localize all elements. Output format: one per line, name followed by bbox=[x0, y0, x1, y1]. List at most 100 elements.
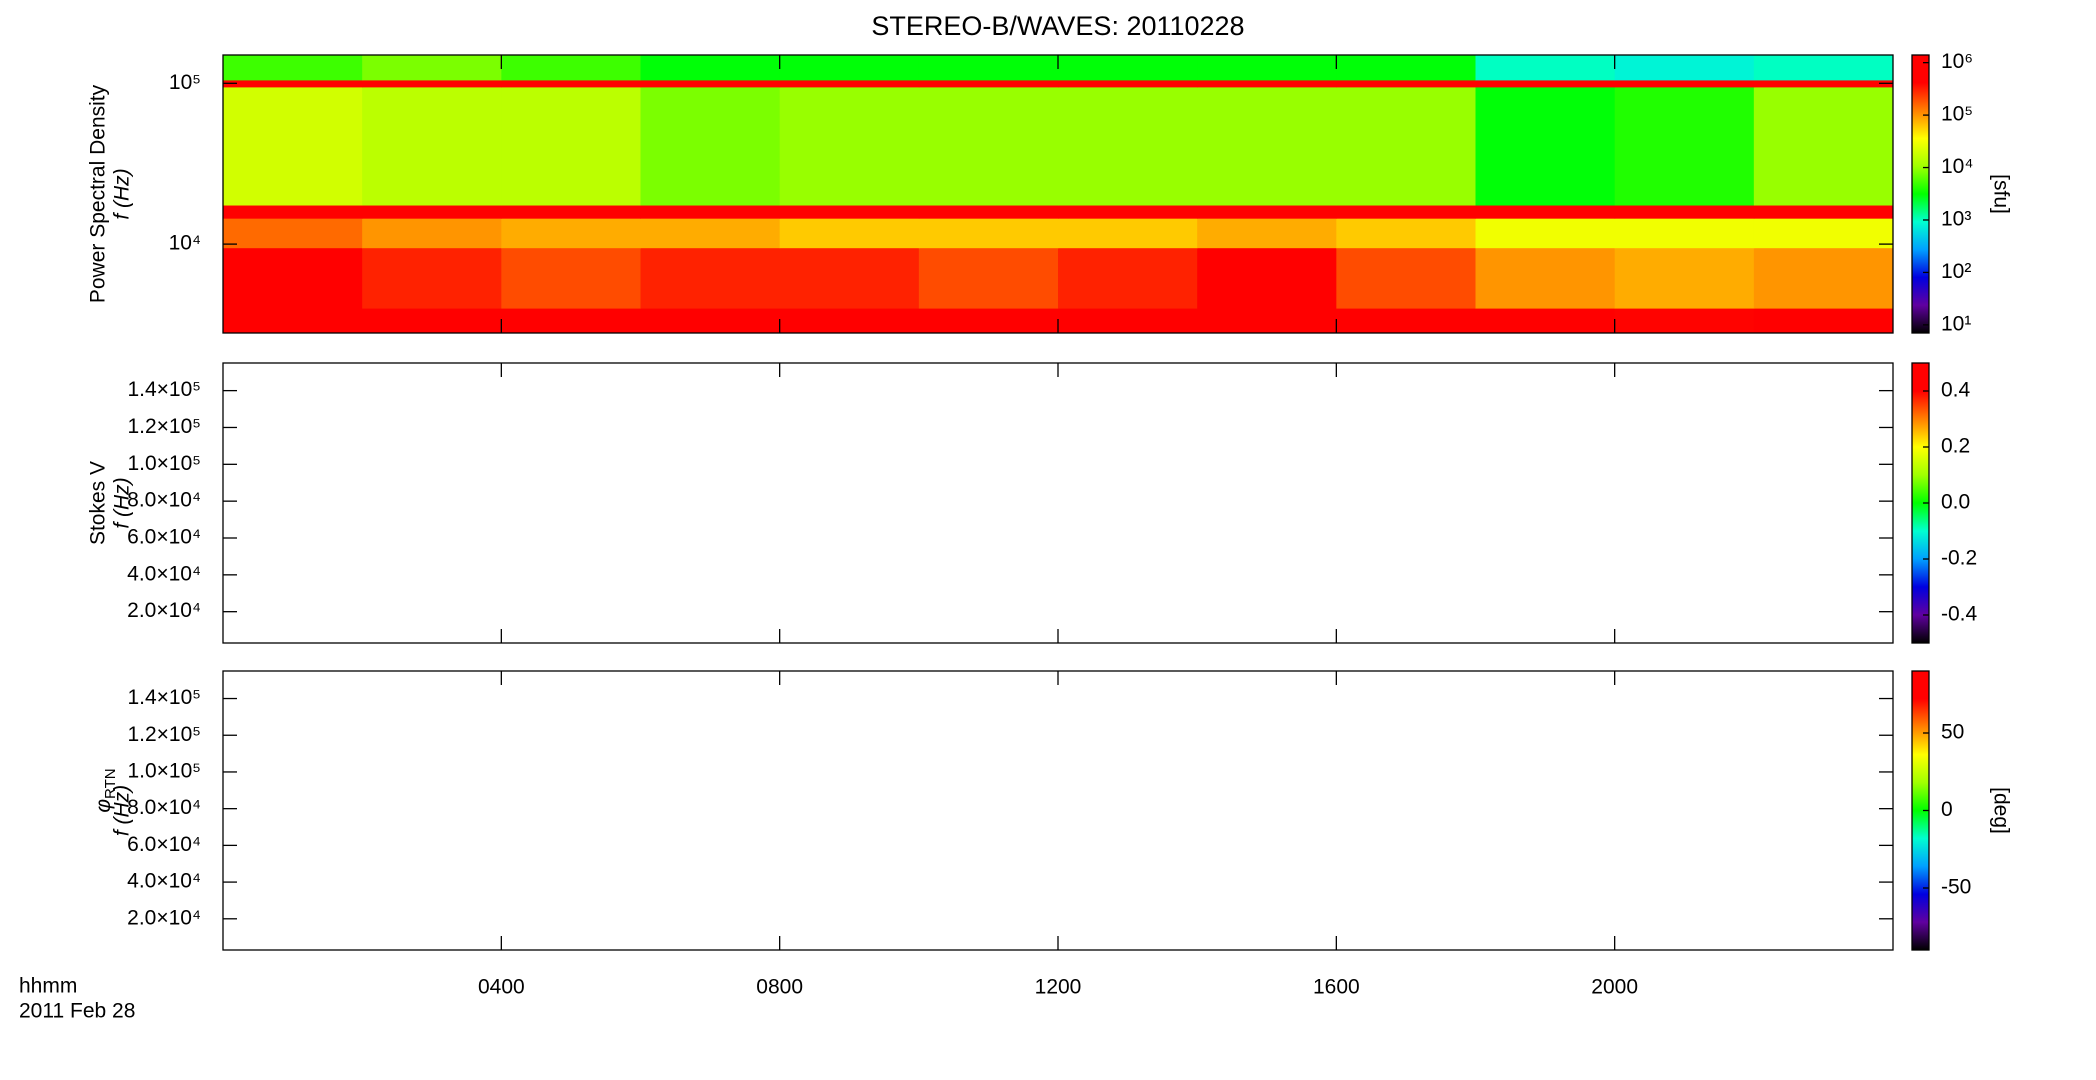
heatmap-cell bbox=[1058, 205, 1198, 219]
heatmap-cell bbox=[1058, 218, 1198, 249]
heatmap-cell bbox=[1197, 86, 1337, 206]
heatmap-cell bbox=[1197, 55, 1337, 81]
heatmap-cell bbox=[223, 308, 363, 334]
heatmap-cell bbox=[1197, 79, 1337, 88]
y-tick-label: 10⁵ bbox=[169, 71, 201, 94]
heatmap-cell bbox=[501, 55, 641, 81]
colorbar bbox=[1911, 54, 1930, 334]
heatmap-cell bbox=[1614, 308, 1755, 334]
colorbar-tick-label: 10³ bbox=[1941, 208, 1971, 231]
y-tick-label: 4.0×10⁴ bbox=[127, 562, 201, 585]
colorbar-tick-label: -0.2 bbox=[1941, 547, 1977, 570]
colorbar-tick-label: 10⁴ bbox=[1941, 155, 1973, 178]
heatmap-cell bbox=[501, 308, 641, 334]
heatmap-cell bbox=[640, 205, 781, 219]
colorbar-tick-label: 0 bbox=[1941, 798, 1953, 821]
heatmap-cell bbox=[362, 79, 502, 88]
heatmap-cell bbox=[1614, 205, 1755, 219]
y-tick-label: 6.0×10⁴ bbox=[127, 526, 201, 549]
x-axis-label: hhmm bbox=[19, 975, 77, 998]
heatmap-cell bbox=[362, 247, 502, 309]
colorbar-label: [deg] bbox=[1989, 787, 2012, 834]
heatmap-cell bbox=[501, 205, 641, 219]
heatmap-cell bbox=[918, 247, 1059, 309]
colorbar-tick-label: 10¹ bbox=[1941, 312, 1971, 335]
heatmap-cell bbox=[1753, 86, 1894, 206]
colorbar-label: [sfu] bbox=[1989, 174, 2012, 214]
heatmap-cell bbox=[1336, 86, 1476, 206]
y-axis-symbol: φRTN bbox=[92, 768, 119, 812]
heatmap-cell bbox=[1753, 205, 1894, 219]
heatmap-cell bbox=[223, 205, 363, 219]
y-tick-label: 8.0×10⁴ bbox=[127, 489, 201, 512]
heatmap-cell bbox=[1614, 218, 1755, 249]
heatmap-cell bbox=[1753, 55, 1894, 81]
heatmap-cell bbox=[1475, 205, 1616, 219]
heatmap-cell bbox=[1058, 308, 1198, 334]
heatmap-cell bbox=[1336, 205, 1476, 219]
heatmap-cell bbox=[640, 247, 781, 309]
y-tick-label: 6.0×10⁴ bbox=[127, 833, 201, 856]
x-tick-label: 1600 bbox=[1313, 976, 1360, 999]
colorbar-tick-label: 0.0 bbox=[1941, 491, 1970, 514]
heatmap-cell bbox=[1614, 55, 1755, 81]
colorbar-tick-label: 0.4 bbox=[1941, 379, 1971, 402]
heatmap-cell bbox=[1753, 308, 1894, 334]
heatmap-cell bbox=[362, 205, 502, 219]
subscript: RTN bbox=[102, 768, 119, 799]
heatmap-cell bbox=[779, 79, 920, 88]
heatmap-cell bbox=[501, 247, 641, 309]
colorbar-tick-label: 10² bbox=[1941, 260, 1971, 283]
heatmap-cell bbox=[1614, 79, 1755, 88]
heatmap-cell bbox=[223, 86, 363, 206]
chart-title: STEREO-B/WAVES: 20110228 bbox=[871, 11, 1244, 41]
y-tick-label: 8.0×10⁴ bbox=[127, 796, 201, 819]
heatmap-cell bbox=[1336, 218, 1476, 249]
heatmap-cell bbox=[223, 218, 363, 249]
heatmap-cell bbox=[1475, 86, 1616, 206]
heatmap-cell bbox=[779, 247, 920, 309]
y-axis-label: f (Hz) bbox=[111, 785, 134, 836]
heatmap-cell bbox=[918, 55, 1059, 81]
heatmap-cell bbox=[640, 308, 781, 334]
heatmap-cell bbox=[1475, 55, 1616, 81]
heatmap-cell bbox=[362, 86, 502, 206]
heatmap-cell bbox=[223, 55, 363, 81]
heatmap-cell bbox=[779, 55, 920, 81]
heatmap-cell bbox=[640, 55, 781, 81]
x-tick-label: 0400 bbox=[478, 976, 525, 999]
y-axis-label: f (Hz) bbox=[111, 477, 134, 528]
heatmap-cell bbox=[779, 308, 920, 334]
colorbar-tick-label: 0.2 bbox=[1941, 435, 1970, 458]
y-axis-label: Stokes V bbox=[87, 461, 110, 545]
heatmap-cell bbox=[501, 79, 641, 88]
x-tick-label: 2000 bbox=[1591, 976, 1638, 999]
heatmap-cell bbox=[1197, 308, 1337, 334]
heatmap-cell bbox=[223, 79, 363, 88]
heatmap-cell bbox=[1058, 247, 1198, 309]
heatmap-cell bbox=[1197, 218, 1337, 249]
heatmap-cell bbox=[1753, 218, 1894, 249]
heatmap-cell bbox=[779, 218, 920, 249]
heatmap-cell bbox=[1336, 79, 1476, 88]
heatmap-cell bbox=[1753, 79, 1894, 88]
heatmap-cell bbox=[1197, 205, 1337, 219]
plot-frame bbox=[222, 362, 1894, 644]
heatmap-cell bbox=[1336, 55, 1476, 81]
colorbar-tick-label: 10⁶ bbox=[1941, 50, 1973, 73]
heatmap-cell bbox=[640, 218, 781, 249]
heatmap-cell bbox=[640, 79, 781, 88]
heatmap-cell bbox=[362, 55, 502, 81]
heatmap-cell bbox=[1475, 308, 1616, 334]
y-axis-label: Power Spectral Density bbox=[87, 84, 110, 303]
y-axis-label: f (Hz) bbox=[111, 168, 134, 219]
heatmap-cell bbox=[1475, 218, 1616, 249]
y-tick-label: 1.4×10⁵ bbox=[127, 378, 201, 401]
heatmap-cell bbox=[1336, 308, 1476, 334]
heatmap-cell bbox=[1753, 247, 1894, 309]
heatmap-cell bbox=[362, 218, 502, 249]
x-tick-label: 1200 bbox=[1035, 976, 1082, 999]
y-tick-label: 1.0×10⁵ bbox=[127, 760, 201, 783]
y-tick-label: 1.2×10⁵ bbox=[127, 723, 201, 746]
